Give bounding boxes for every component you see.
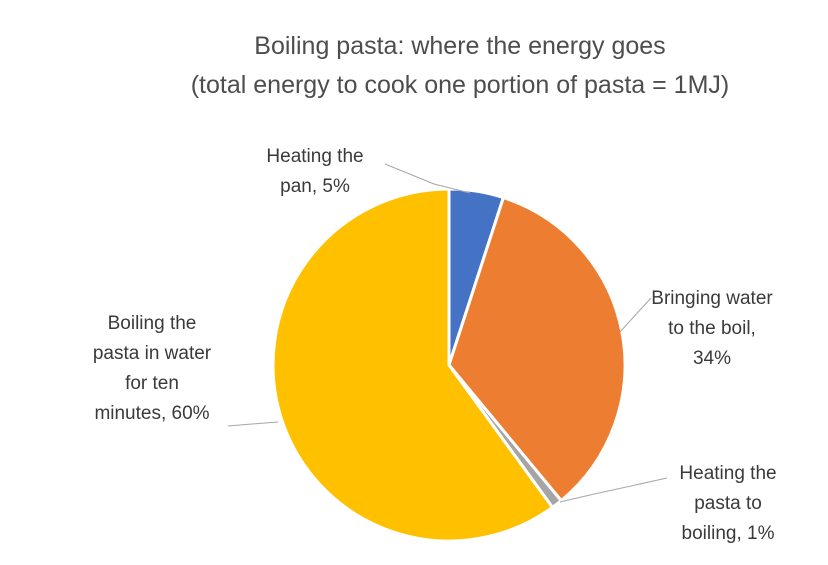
- slice-label-line: Bringing water: [651, 288, 773, 309]
- slice-label-3: Heating the pasta to boiling, 1%: [679, 463, 776, 544]
- leader-line-4: [227, 421, 279, 427]
- leader-line-1: [384, 163, 471, 194]
- pie-slice-2: [447, 196, 627, 503]
- chart-subtitle: (total energy to cook one portion of pas…: [191, 71, 730, 99]
- slice-label-4: Boiling the pasta in water for ten minutes,…: [93, 313, 212, 424]
- pie-slices: [271, 187, 627, 543]
- slice-label-2: Bringing water to the boil, 34%: [651, 288, 773, 369]
- slice-label-line: to the boil,: [668, 318, 756, 339]
- slice-label-line: 34%: [693, 348, 731, 369]
- slice-label-line: boiling, 1%: [682, 523, 775, 544]
- slice-label-line: for ten: [125, 373, 179, 394]
- slice-label-line: pasta in water: [93, 343, 212, 364]
- pie-slice-4: [271, 187, 554, 543]
- leader-line-3: [559, 477, 668, 503]
- slice-label-1: Heating the pan, 5%: [266, 146, 363, 197]
- slice-label-line: Heating the: [679, 463, 776, 484]
- leader-lines: [227, 163, 668, 503]
- slice-label-line: Heating the: [266, 146, 363, 167]
- slice-label-line: minutes, 60%: [94, 403, 209, 424]
- slice-label-line: Boiling the: [108, 313, 197, 334]
- chart-title: Boiling pasta: where the energy goes: [254, 32, 665, 60]
- slice-label-line: pan, 5%: [280, 176, 350, 197]
- slice-label-line: pasta to: [694, 493, 762, 514]
- slice-labels: Heating the pan, 5% Bringing water to the b…: [93, 146, 777, 544]
- leader-line-2: [619, 297, 652, 333]
